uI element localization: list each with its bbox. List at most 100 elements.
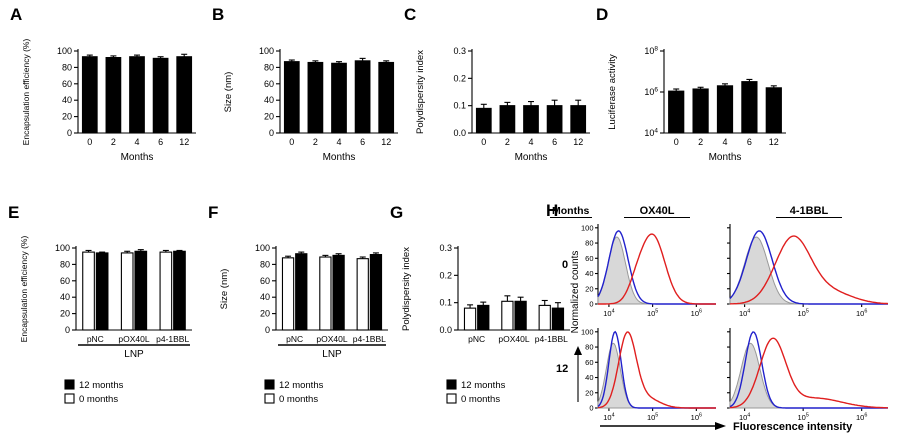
svg-text:40: 40 xyxy=(62,95,72,105)
svg-text:20: 20 xyxy=(60,309,70,319)
svg-text:100: 100 xyxy=(55,243,70,253)
svg-text:Size (nm): Size (nm) xyxy=(219,269,230,310)
svg-text:40: 40 xyxy=(260,292,270,302)
svg-text:12 months: 12 months xyxy=(461,380,506,391)
svg-text:12: 12 xyxy=(573,137,583,147)
svg-text:4: 4 xyxy=(336,137,341,147)
svg-text:80: 80 xyxy=(260,259,270,269)
svg-text:2: 2 xyxy=(505,137,510,147)
svg-text:106: 106 xyxy=(856,413,867,423)
svg-text:0.1: 0.1 xyxy=(439,298,452,308)
svg-text:p4-1BBL: p4-1BBL xyxy=(156,334,189,344)
svg-text:60: 60 xyxy=(585,254,593,263)
chart-e-encapsulation-efficiency-lnp: 0 20 40 60 80 100 Encapsulation efficiency (%)… xyxy=(19,236,192,405)
svg-text:0: 0 xyxy=(265,325,270,335)
svg-text:Polydispersity index: Polydispersity index xyxy=(401,247,412,331)
svg-text:LNP: LNP xyxy=(124,349,144,360)
panel-a-label: A xyxy=(10,5,23,24)
svg-text:105: 105 xyxy=(647,309,658,319)
panel-f-label: F xyxy=(208,203,219,222)
svg-text:0: 0 xyxy=(87,137,92,147)
svg-text:40: 40 xyxy=(60,292,70,302)
svg-text:80: 80 xyxy=(585,343,593,352)
chart-b-size: 0 20 40 60 80 100 Size (nm) 0 2 4 6 12 Months xyxy=(223,46,398,163)
svg-text:60: 60 xyxy=(62,79,72,89)
svg-text:106: 106 xyxy=(691,309,702,319)
svg-text:0.1: 0.1 xyxy=(453,101,466,111)
svg-text:0.0: 0.0 xyxy=(453,128,466,138)
chart-g-polydispersity-index-lnp: 0.0 0.1 0.2 0.3 Polydispersity index pNC pOX40… xyxy=(401,243,570,405)
svg-text:0 months: 0 months xyxy=(79,394,118,405)
svg-text:100: 100 xyxy=(57,46,72,56)
svg-text:40: 40 xyxy=(585,269,593,278)
chart-c-polydispersity-index: 0.0 0.1 0.2 0.3 Polydispersity index 0 2 4 6 12 Mo… xyxy=(415,46,590,163)
svg-text:105: 105 xyxy=(797,309,808,319)
svg-text:p4-1BBL: p4-1BBL xyxy=(535,334,568,344)
svg-text:0: 0 xyxy=(65,325,70,335)
panel-a: A 0 20 40 60 80 100 Encapsulation efficiency (… xyxy=(10,4,210,182)
svg-text:20: 20 xyxy=(260,309,270,319)
svg-text:0: 0 xyxy=(589,404,593,413)
svg-text:0: 0 xyxy=(589,300,593,309)
panel-e: E 0 20 40 60 80 100 Encapsulation efficiency (… xyxy=(8,202,208,430)
svg-text:12: 12 xyxy=(556,363,568,375)
chart-h-flow-cytometry-histograms: Months OX40L 4-1BBL 0 12 Normalized counts Flu… xyxy=(550,205,889,433)
svg-text:0: 0 xyxy=(562,259,568,271)
svg-text:104: 104 xyxy=(603,413,614,423)
svg-text:80: 80 xyxy=(60,259,70,269)
svg-text:108: 108 xyxy=(644,46,658,57)
panel-b-label: B xyxy=(212,5,225,24)
svg-text:80: 80 xyxy=(264,62,274,72)
svg-text:12: 12 xyxy=(179,137,189,147)
svg-text:2: 2 xyxy=(698,137,703,147)
svg-text:Months: Months xyxy=(515,152,548,163)
svg-text:0: 0 xyxy=(289,137,294,147)
svg-text:20: 20 xyxy=(585,284,593,293)
svg-text:20: 20 xyxy=(62,112,72,122)
svg-text:104: 104 xyxy=(739,309,750,319)
svg-text:60: 60 xyxy=(264,79,274,89)
svg-text:pNC: pNC xyxy=(468,334,485,344)
svg-text:0 months: 0 months xyxy=(279,394,318,405)
svg-text:60: 60 xyxy=(585,358,593,367)
svg-text:Luciferase activity: Luciferase activity xyxy=(607,54,618,130)
svg-text:106: 106 xyxy=(856,309,867,319)
svg-text:12: 12 xyxy=(381,137,391,147)
panel-f: F 0 20 40 60 80 100 Size (nm) pNC pOX40L p4-1BBL L… xyxy=(208,202,404,430)
panel-e-label: E xyxy=(8,203,20,222)
panel-d-label: D xyxy=(596,5,609,24)
svg-text:0: 0 xyxy=(269,128,274,138)
chart-d-luciferase-activity: 104 106 108 Luciferase activity 0 2 4 6 12 Months xyxy=(607,46,786,163)
svg-text:4: 4 xyxy=(528,137,533,147)
svg-text:40: 40 xyxy=(585,373,593,382)
svg-text:p4-1BBL: p4-1BBL xyxy=(353,334,386,344)
panel-d: D 104 106 108 Luciferase activity 0 2 4 6 12 Mont… xyxy=(596,4,800,182)
svg-text:106: 106 xyxy=(691,413,702,423)
svg-text:60: 60 xyxy=(260,276,270,286)
svg-text:0: 0 xyxy=(481,137,486,147)
svg-text:pOX40L: pOX40L xyxy=(498,334,529,344)
svg-text:2: 2 xyxy=(111,137,116,147)
svg-text:pNC: pNC xyxy=(87,334,104,344)
svg-text:pNC: pNC xyxy=(286,334,303,344)
svg-text:0.2: 0.2 xyxy=(439,270,452,280)
panel-h: H Months OX40L 4-1BBL 0 12 Normalized counts F… xyxy=(546,200,900,441)
svg-text:105: 105 xyxy=(797,413,808,423)
svg-text:Normalized counts: Normalized counts xyxy=(570,251,581,334)
svg-text:0.0: 0.0 xyxy=(439,325,452,335)
svg-text:12 months: 12 months xyxy=(79,380,124,391)
svg-text:104: 104 xyxy=(603,309,614,319)
svg-text:0.3: 0.3 xyxy=(453,46,466,56)
svg-text:LNP: LNP xyxy=(322,349,342,360)
svg-text:80: 80 xyxy=(62,62,72,72)
panel-h-label: H xyxy=(546,201,559,220)
svg-text:0.3: 0.3 xyxy=(439,243,452,253)
svg-text:Months: Months xyxy=(552,205,589,217)
chart-f-size-lnp: 0 20 40 60 80 100 Size (nm) pNC pOX40L p4-1BBL LNP… xyxy=(219,243,388,405)
svg-text:Months: Months xyxy=(323,152,356,163)
svg-text:106: 106 xyxy=(644,87,658,98)
svg-text:104: 104 xyxy=(644,128,658,139)
svg-text:105: 105 xyxy=(647,413,658,423)
